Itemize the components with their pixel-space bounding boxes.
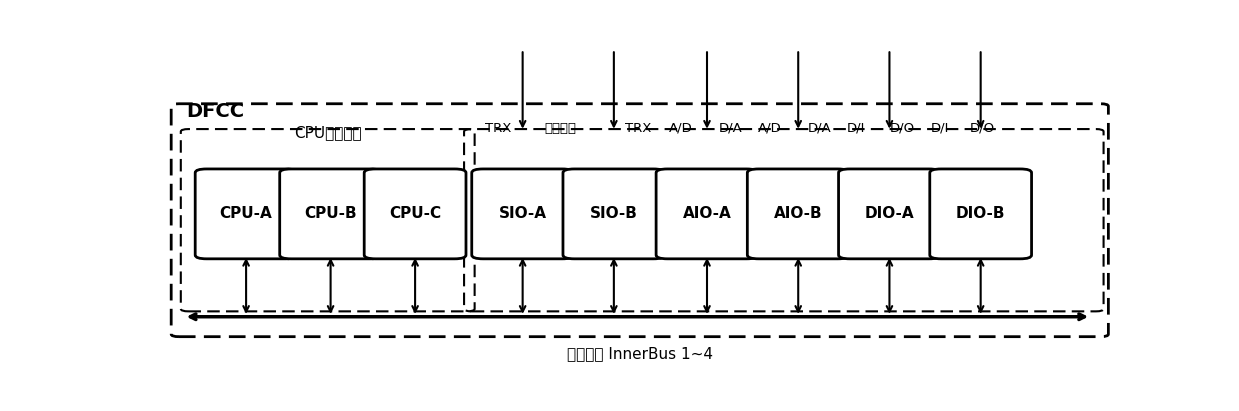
Text: AIO-B: AIO-B	[774, 206, 823, 222]
FancyBboxPatch shape	[657, 169, 758, 259]
FancyBboxPatch shape	[839, 169, 940, 259]
Text: A/D: A/D	[757, 122, 782, 135]
FancyBboxPatch shape	[196, 169, 297, 259]
Text: D/O: D/O	[890, 122, 914, 135]
FancyBboxPatch shape	[280, 169, 382, 259]
FancyBboxPatch shape	[929, 169, 1032, 259]
FancyBboxPatch shape	[747, 169, 849, 259]
Text: CPU-A: CPU-A	[219, 206, 273, 222]
Text: A/D: A/D	[669, 122, 693, 135]
Text: TRX: TRX	[624, 122, 650, 135]
Text: DIO-B: DIO-B	[957, 206, 1005, 222]
Text: SIO-A: SIO-A	[498, 206, 546, 222]
Text: D/I: D/I	[846, 122, 865, 135]
FancyBboxPatch shape	[364, 169, 466, 259]
Text: D/O: D/O	[970, 122, 995, 135]
FancyBboxPatch shape	[563, 169, 665, 259]
Text: CPU-B: CPU-B	[305, 206, 357, 222]
Text: D/A: D/A	[719, 122, 743, 135]
Text: TRX: TRX	[486, 122, 512, 135]
Text: D/A: D/A	[808, 122, 831, 135]
Text: 功能单元: 功能单元	[544, 122, 576, 135]
Text: SIO-B: SIO-B	[590, 206, 638, 222]
Text: DFCC: DFCC	[187, 102, 244, 120]
FancyBboxPatch shape	[472, 169, 574, 259]
Text: CPU控制单元: CPU控制单元	[294, 125, 362, 140]
Text: 内部总线 InnerBus 1~4: 内部总线 InnerBus 1~4	[566, 346, 712, 361]
Text: CPU-C: CPU-C	[389, 206, 441, 222]
Text: D/I: D/I	[932, 122, 949, 135]
Text: AIO-A: AIO-A	[683, 206, 731, 222]
Text: DIO-A: DIO-A	[865, 206, 914, 222]
